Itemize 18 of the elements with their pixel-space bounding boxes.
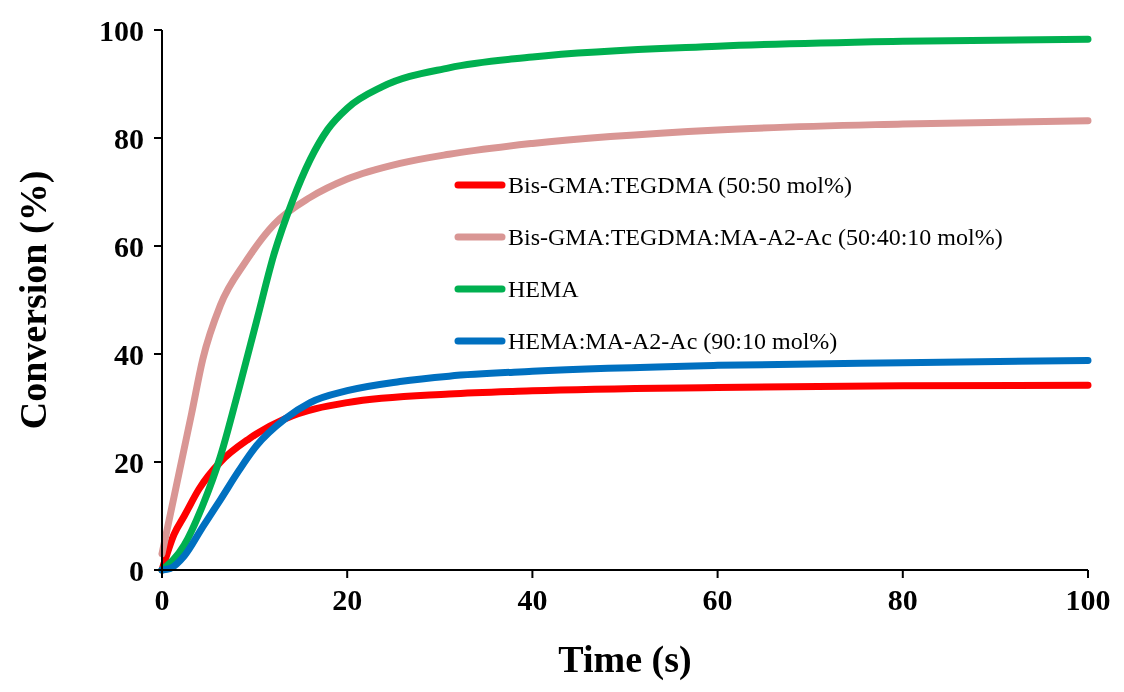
x-axis-title: Time (s) bbox=[558, 638, 692, 681]
y-tick-label: 20 bbox=[114, 445, 144, 479]
x-tick-label: 60 bbox=[702, 583, 733, 616]
y-tick-label: 100 bbox=[99, 13, 144, 47]
x-tick-label: 0 bbox=[154, 583, 170, 616]
x-tick-label: 20 bbox=[332, 583, 363, 616]
legend-label: Bis-GMA:TEGDMA:MA-A2-Ac (50:40:10 mol%) bbox=[508, 224, 1003, 251]
legend-label: HEMA bbox=[508, 276, 580, 303]
x-tick-label: 80 bbox=[887, 583, 918, 616]
y-tick-label: 0 bbox=[129, 553, 144, 587]
x-tick-label: 40 bbox=[517, 583, 548, 616]
legend-label: HEMA:MA-A2-Ac (90:10 mol%) bbox=[508, 328, 838, 355]
y-tick-label: 80 bbox=[114, 121, 144, 155]
legend-label: Bis-GMA:TEGDMA (50:50 mol%) bbox=[508, 172, 852, 199]
y-axis-title: Conversion (%) bbox=[12, 170, 55, 430]
x-tick-label: 100 bbox=[1065, 583, 1111, 616]
y-tick-label: 40 bbox=[114, 337, 144, 371]
y-tick-label: 60 bbox=[114, 229, 144, 263]
